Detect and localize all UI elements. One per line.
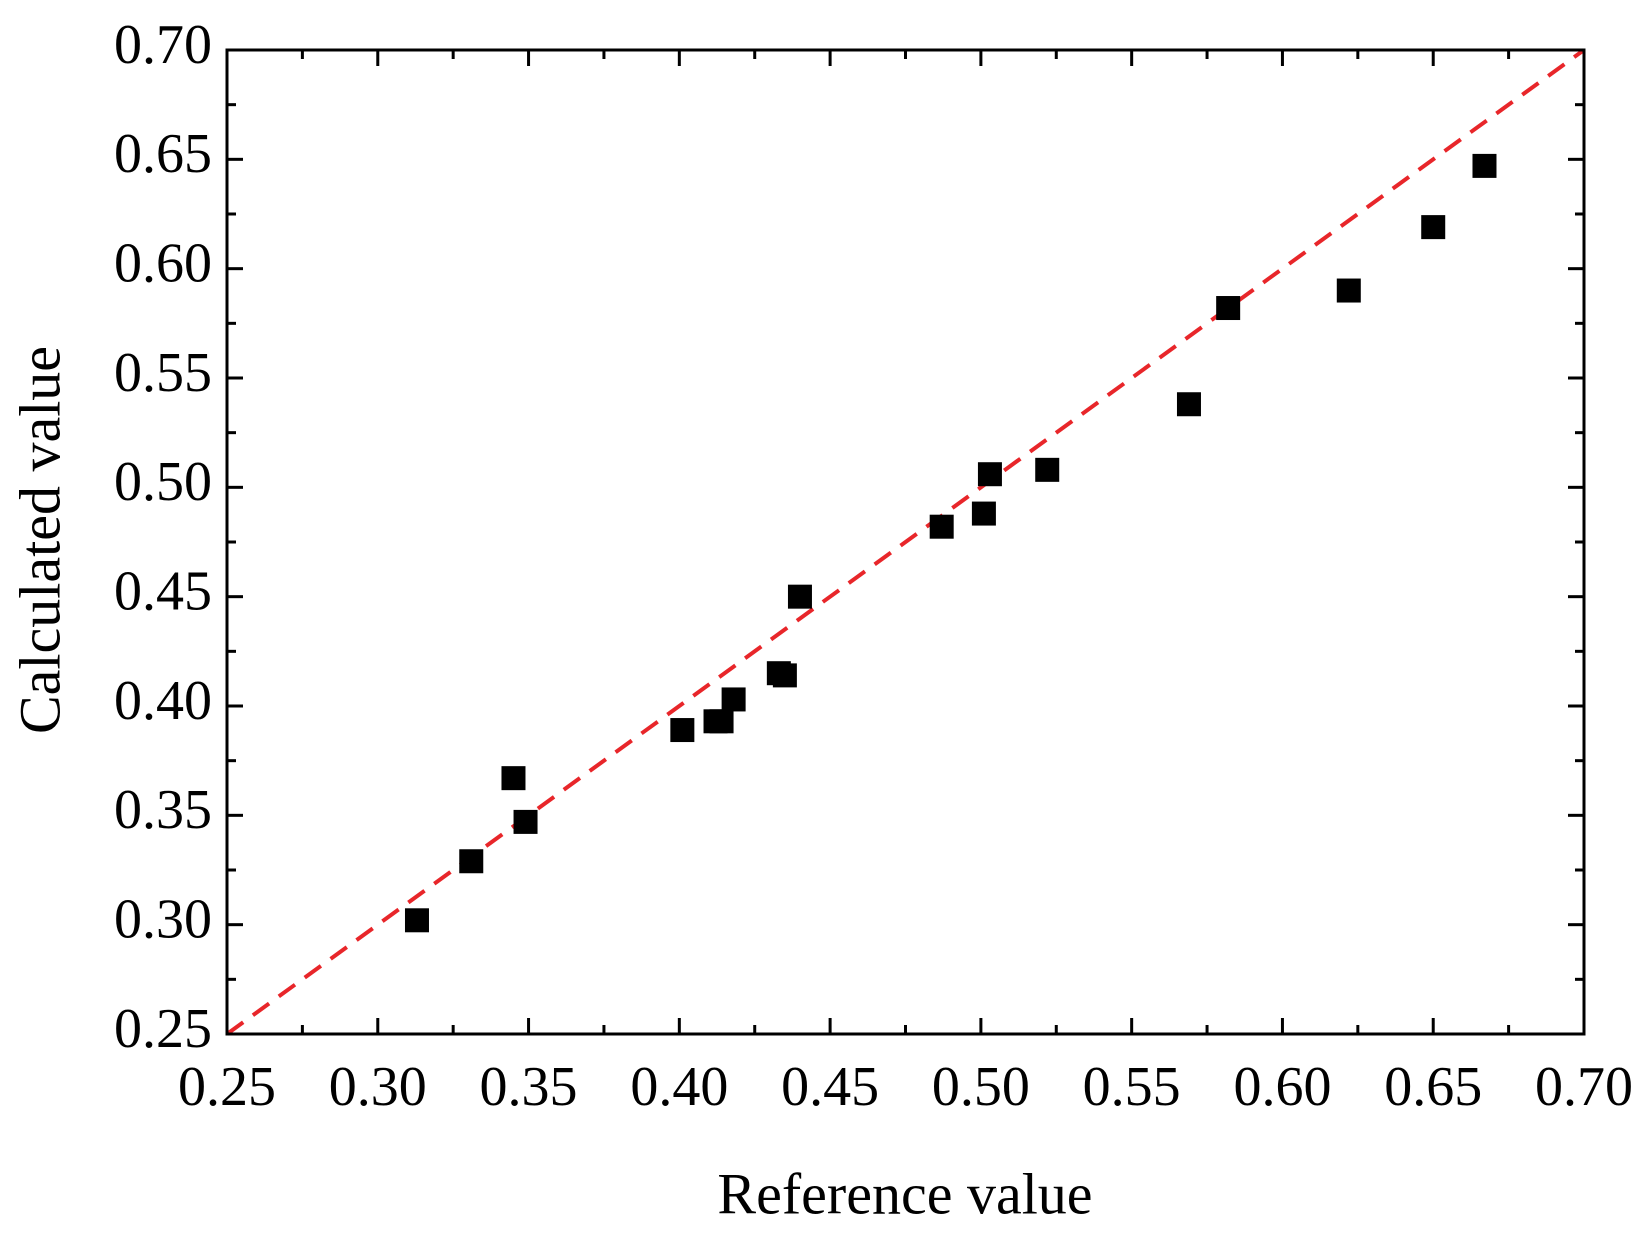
y-tick-label: 0.55 [114,342,212,404]
x-tick-label: 0.40 [630,1056,728,1118]
point [709,709,734,734]
point [1216,296,1241,321]
point [929,514,954,539]
y-tick-label: 0.40 [114,670,212,732]
y-tick-label: 0.25 [114,998,212,1060]
x-tick-label: 0.60 [1233,1056,1331,1118]
point [513,809,538,834]
y-tick-label: 0.65 [114,123,212,185]
y-tick-label: 0.45 [114,561,212,623]
reference-line [225,48,1586,1036]
y-axis-title: Calculated value [7,346,72,734]
plot-frame [225,48,1586,1036]
x-tick-label: 0.70 [1535,1056,1633,1118]
point [459,849,484,874]
y-tick-label: 0.60 [114,233,212,295]
point [1421,215,1446,240]
point [670,718,695,743]
point [404,908,429,933]
point [501,766,526,791]
point [772,663,797,688]
point [721,687,746,712]
point [1035,457,1060,482]
x-tick-label: 0.30 [329,1056,427,1118]
y-tick-label: 0.50 [114,451,212,513]
x-tick-label: 0.50 [932,1056,1030,1118]
y-tick-label: 0.70 [114,14,212,76]
x-tick-label: 0.45 [781,1056,879,1118]
point [971,501,996,526]
point [977,462,1002,487]
point [787,584,812,609]
x-tick-label: 0.65 [1384,1056,1482,1118]
y-tick-label: 0.30 [114,889,212,951]
x-axis-title: Reference value [717,1161,1092,1226]
point [1336,278,1361,303]
point [1472,153,1497,178]
point [1176,392,1201,417]
x-tick-label: 0.35 [480,1056,578,1118]
x-tick-label: 0.25 [178,1056,276,1118]
y-tick-label: 0.35 [114,779,212,841]
x-tick-label: 0.55 [1083,1056,1181,1118]
